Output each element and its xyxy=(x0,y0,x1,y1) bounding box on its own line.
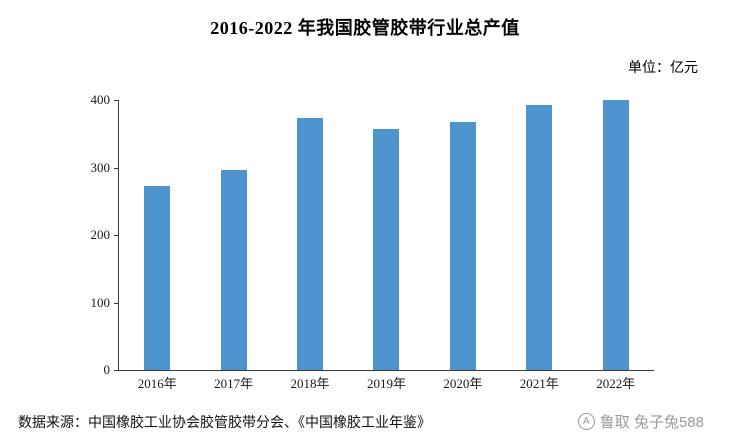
y-tick-label: 0 xyxy=(103,362,111,377)
bar-column: 2021年 xyxy=(520,100,559,391)
bar-column: 2018年 xyxy=(291,100,330,391)
bar-column: 2019年 xyxy=(367,100,406,391)
x-tick-label: 2019年 xyxy=(366,376,406,391)
y-tick-label: 200 xyxy=(90,227,111,242)
bar-column: 2017年 xyxy=(214,100,253,391)
unit-label: 单位：亿元 xyxy=(628,61,698,76)
x-tick-label: 2022年 xyxy=(596,376,636,391)
watermark-text: 鲁取 兔子兔588 xyxy=(599,414,704,431)
chart-title: 2016-2022 年我国胶管胶带行业总产值 xyxy=(210,18,520,38)
bar xyxy=(602,100,629,370)
y-tick-label: 400 xyxy=(90,92,111,107)
y-tick-label: 100 xyxy=(90,294,111,310)
bar xyxy=(449,122,476,370)
x-tick-label: 2017年 xyxy=(214,376,254,391)
bar-column: 2016年 xyxy=(138,100,177,391)
watermark: A 鲁取 兔子兔588 xyxy=(577,411,704,432)
bar-column: 2020年 xyxy=(443,100,482,391)
y-tick-label: 300 xyxy=(90,159,111,175)
bar xyxy=(297,118,324,370)
data-source-text: 数据来源：中国橡胶工业协会胶管胶带分会、《中国橡胶工业年鉴》 xyxy=(18,416,431,431)
bar xyxy=(526,105,553,370)
x-tick-label: 2020年 xyxy=(443,376,483,391)
x-tick-label: 2018年 xyxy=(290,376,330,391)
bar-series: 2016年 2017年 2018年 2019年 2020年 2021年 2022年 xyxy=(119,100,654,391)
y-tick-mark xyxy=(114,235,119,236)
x-tick-label: 2021年 xyxy=(519,376,559,391)
bar xyxy=(373,129,400,370)
y-tick-mark xyxy=(114,370,119,371)
bar xyxy=(220,170,247,370)
x-tick-label: 2016年 xyxy=(137,376,177,391)
y-tick-mark xyxy=(114,100,119,101)
y-tick-mark xyxy=(114,167,119,169)
bar-column: 2022年 xyxy=(596,100,635,391)
y-tick-mark xyxy=(114,302,119,304)
bar xyxy=(144,186,171,370)
watermark-logo-icon: A xyxy=(577,413,595,430)
bar-chart-plot-area: 2016年 2017年 2018年 2019年 2020年 2021年 2022年 0 100… xyxy=(91,92,654,391)
